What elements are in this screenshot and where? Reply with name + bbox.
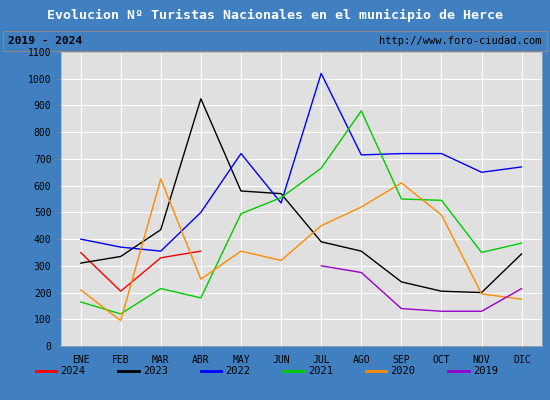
- Text: 2024: 2024: [60, 366, 85, 376]
- Text: Evolucion Nº Turistas Nacionales en el municipio de Herce: Evolucion Nº Turistas Nacionales en el m…: [47, 8, 503, 22]
- Text: 2019: 2019: [473, 366, 498, 376]
- Text: 2020: 2020: [390, 366, 415, 376]
- Text: 2022: 2022: [226, 366, 250, 376]
- Text: 2019 - 2024: 2019 - 2024: [8, 36, 82, 46]
- Text: 2023: 2023: [143, 366, 168, 376]
- Text: http://www.foro-ciudad.com: http://www.foro-ciudad.com: [379, 36, 542, 46]
- Text: 2021: 2021: [308, 366, 333, 376]
